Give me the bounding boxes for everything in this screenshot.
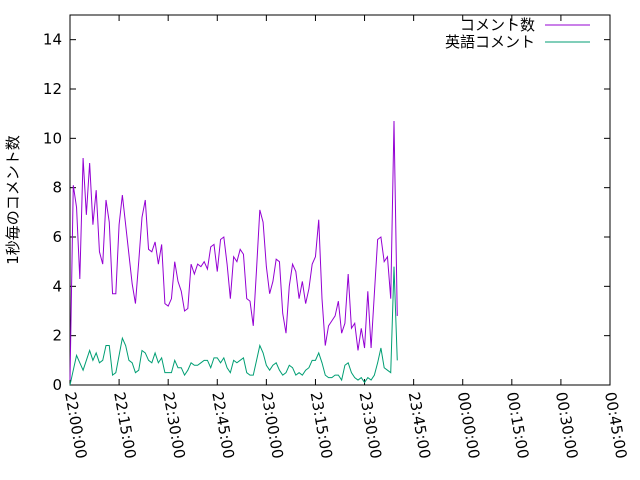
x-tick-label: 22:00:00 [61, 391, 90, 460]
legend-label: コメント数 [460, 16, 535, 34]
series-line-1 [69, 121, 398, 381]
y-tick-label: 4 [52, 277, 62, 295]
x-tick-label: 00:15:00 [503, 391, 532, 460]
y-tick-label: 0 [52, 376, 62, 394]
x-tick-label: 00:30:00 [552, 391, 581, 460]
x-tick-label: 22:45:00 [208, 391, 237, 460]
x-axis-ticks: 22:00:00 22:15:00 22:30:00 22:45:00 23:00:00… [61, 15, 630, 460]
y-axis-label: 1秒毎のコメント数 [4, 135, 22, 265]
x-tick-label: 00:45:00 [601, 391, 630, 460]
y-tick-label: 2 [52, 327, 62, 345]
y-tick-label: 14 [43, 31, 62, 49]
y-tick-label: 6 [52, 228, 62, 246]
y-axis-ticks: 0 2 4 6 8 10 12 14 [43, 31, 610, 394]
series-line-2 [69, 266, 398, 386]
x-tick-label: 00:00:00 [454, 391, 483, 460]
y-tick-label: 12 [43, 80, 62, 98]
x-tick-label: 22:15:00 [110, 391, 139, 460]
plot-frame [69, 14, 611, 386]
x-tick-label: 22:30:00 [159, 391, 188, 460]
y-tick-label: 10 [43, 129, 62, 147]
y-tick-label: 8 [52, 179, 62, 197]
x-tick-label: 23:30:00 [356, 391, 385, 460]
series-layer [69, 121, 398, 386]
x-tick-label: 23:45:00 [405, 391, 434, 460]
x-tick-label: 23:15:00 [307, 391, 336, 460]
x-tick-label: 23:00:00 [257, 391, 286, 460]
legend-label: 英語コメント [445, 33, 535, 51]
